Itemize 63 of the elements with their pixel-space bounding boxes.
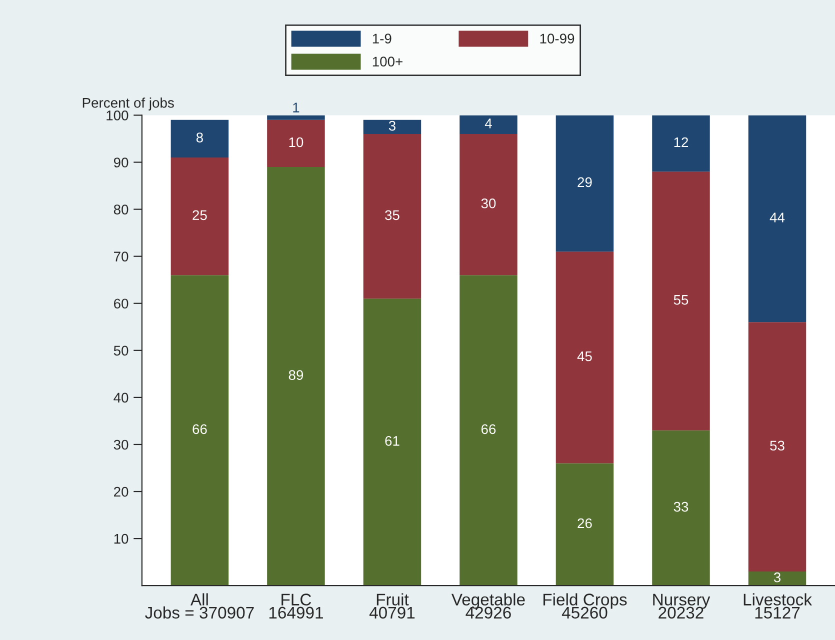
data-label: 30 [481, 198, 496, 208]
bar [267, 115, 325, 120]
legend-label: 1-9 [372, 34, 392, 44]
y-tick-label: 20 [114, 486, 128, 497]
data-label: 66 [192, 424, 207, 434]
data-label: 1 [293, 102, 300, 112]
x-tick-label: Vegetable 42926 [451, 593, 525, 619]
bar [556, 252, 614, 464]
y-tick-label: 10 [114, 534, 128, 544]
bar [748, 571, 806, 586]
bar [170, 120, 229, 158]
legend-label: 100+ [372, 56, 402, 67]
data-label: 25 [192, 210, 207, 220]
data-label: 44 [770, 212, 785, 222]
bar [460, 275, 518, 586]
bar [652, 430, 710, 586]
x-tick-label: FLC 164991 [269, 594, 323, 619]
y-tick-label: 90 [114, 158, 128, 168]
x-tick-label: Livestock 15127 [744, 593, 812, 619]
data-label: 35 [385, 210, 400, 220]
bar [748, 322, 806, 572]
data-label: 53 [770, 440, 784, 451]
bar [652, 172, 710, 430]
legend-label: 10-99 [540, 34, 574, 44]
data-label: 66 [481, 424, 496, 434]
data-label: 26 [578, 518, 592, 528]
y-tick-label: 100 [106, 110, 128, 120]
data-label: 61 [385, 436, 400, 446]
y-tick-label: 30 [114, 440, 128, 450]
bar [556, 463, 614, 586]
bar [363, 298, 422, 586]
data-label: 8 [196, 132, 203, 142]
data-label: 89 [288, 370, 304, 380]
bar [748, 115, 806, 322]
bar [267, 120, 325, 167]
bar [267, 166, 325, 586]
bar [363, 134, 422, 299]
bar [460, 134, 518, 276]
data-label: 12 [674, 137, 688, 148]
y-tick-label: 70 [114, 252, 128, 262]
data-label: 4 [484, 118, 492, 128]
data-label: 10 [289, 137, 304, 148]
data-label: 29 [578, 177, 592, 188]
bar [170, 158, 229, 276]
bar [363, 120, 422, 134]
data-label: 3 [774, 572, 780, 582]
data-label: 3 [388, 120, 396, 131]
bar [170, 275, 229, 586]
y-tick-label: 80 [114, 204, 128, 214]
x-tick-label: Nursery 20232 [653, 594, 710, 619]
y-tick-label: 40 [114, 392, 128, 403]
data-label: 33 [674, 502, 688, 512]
bar [460, 115, 518, 134]
data-label: 55 [674, 295, 688, 305]
y-tick-label: 50 [114, 346, 128, 356]
x-tick-label: All Jobs = 370907 [145, 593, 254, 619]
y-axis-title: Percent of jobs [82, 98, 174, 110]
bar [556, 115, 614, 252]
x-tick-label: Fruit 40791 [369, 593, 415, 619]
bar [652, 115, 710, 172]
data-label: 45 [577, 351, 592, 362]
x-tick-label: Field Crops 45260 [543, 593, 627, 619]
y-tick-label: 60 [114, 298, 128, 309]
